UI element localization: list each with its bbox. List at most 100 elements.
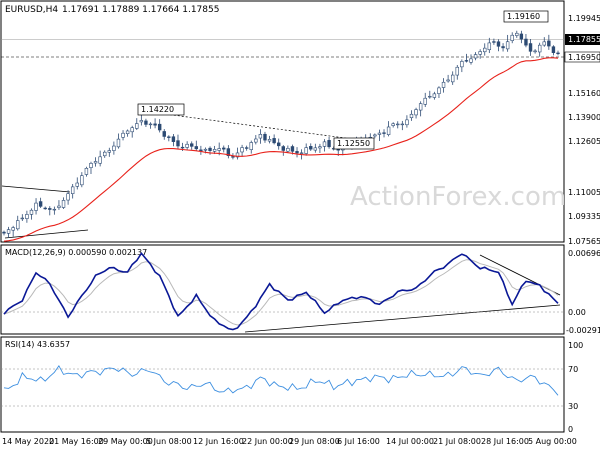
candle-body <box>460 61 464 68</box>
candle-body <box>505 41 510 50</box>
candle-body <box>212 149 217 152</box>
rsi-tick: 0 <box>568 425 573 434</box>
annotation-high-jun: 1.14220 <box>137 103 185 116</box>
candle-body <box>313 147 318 151</box>
price-panel <box>0 0 565 243</box>
rsi-panel <box>0 336 565 433</box>
price-tick: 1.09335 <box>568 212 600 221</box>
time-label: 6 Jul 16:00 <box>337 437 380 446</box>
candle-body <box>478 51 482 55</box>
candle-body <box>121 132 125 138</box>
candle-body <box>29 209 34 215</box>
candle-body <box>510 34 514 41</box>
candle-body <box>38 201 43 207</box>
rsi-line <box>3 364 559 396</box>
current-price-text: 1.17855 <box>568 35 600 44</box>
rsi-tick: 70 <box>568 365 578 374</box>
annotation-low-jul: 1.12550 <box>333 137 375 150</box>
candle-body <box>80 175 84 186</box>
candle-body <box>373 134 377 137</box>
price-tick: 1.13900 <box>568 113 600 122</box>
candle-body <box>428 95 432 98</box>
candle-body <box>75 182 79 187</box>
macd-panel <box>0 244 565 335</box>
candle-body <box>98 156 102 164</box>
candle-body <box>437 87 441 94</box>
candle-body <box>386 126 391 135</box>
price-tick: 1.15160 <box>568 89 600 98</box>
macd-tick: 0.00 <box>568 308 586 317</box>
candle-body <box>469 58 473 63</box>
candle-body <box>194 146 198 150</box>
price-y-axis: 1.19945 1.17855 1.16950 1.15160 1.13900 … <box>564 14 600 246</box>
candle-body <box>483 47 487 53</box>
candle-body <box>25 214 29 219</box>
level-price-text: 1.16950 <box>568 53 600 62</box>
candle-body <box>48 208 52 210</box>
candle-body <box>528 43 533 52</box>
candle-body <box>57 205 61 208</box>
candle-body <box>473 54 478 59</box>
candle-body <box>286 148 290 152</box>
current-price-tag <box>565 34 600 45</box>
candle-body <box>66 193 70 201</box>
candle-body <box>515 32 519 36</box>
candle-body <box>455 66 459 76</box>
price-tick: 1.12605 <box>568 137 600 146</box>
candle-body <box>93 161 98 164</box>
candle-body <box>423 97 427 105</box>
ohlc-label: 1.17691 1.17889 1.17664 1.17855 <box>62 5 219 15</box>
candle-body <box>322 141 327 147</box>
candle-body <box>89 163 93 168</box>
rsi-label: RSI(14) 43.6357 <box>5 340 70 349</box>
candle-body <box>153 123 157 126</box>
candle-body <box>295 151 299 154</box>
candle-body <box>34 202 38 211</box>
candle-body <box>226 148 231 157</box>
candle-body <box>130 127 134 133</box>
candle-body <box>441 81 446 88</box>
time-label: 21 May 16:00 <box>49 437 104 446</box>
rsi-y-axis: 100 70 30 0 <box>568 341 583 434</box>
time-label: 5 Jun 08:00 <box>146 437 192 446</box>
trendline-lower-left <box>4 229 89 239</box>
candle-body <box>318 146 322 149</box>
macd-y-axis: 0.006966 0.00 -0.002913 <box>566 249 600 335</box>
candle-body <box>144 120 148 125</box>
time-label: 21 Jul 08:00 <box>433 437 481 446</box>
time-label: 14 May 2020 <box>2 437 54 446</box>
candle-body <box>20 217 25 220</box>
candle-body <box>281 146 285 151</box>
candle-body <box>43 207 47 210</box>
candle-body <box>171 136 176 142</box>
candle-body <box>249 142 253 150</box>
candle-body <box>446 79 450 82</box>
candle-body <box>542 41 546 46</box>
macd-line <box>3 251 559 331</box>
candle-body <box>533 50 537 53</box>
time-axis: 14 May 2020 21 May 16:00 29 May 00:00 5 … <box>2 437 577 446</box>
candle-body <box>167 136 171 138</box>
time-label: 14 Jul 00:00 <box>386 437 434 446</box>
candle-body <box>208 147 212 151</box>
candle-body <box>396 123 400 126</box>
candle-body <box>432 93 437 98</box>
candle-body <box>299 152 304 154</box>
candle-body <box>524 38 528 46</box>
time-label: 28 Jul 16:00 <box>481 437 529 446</box>
watermark: ActionForex.com <box>350 182 566 212</box>
trendline-descending <box>149 111 361 141</box>
rsi-tick: 100 <box>568 341 583 350</box>
candle-body <box>6 229 11 234</box>
price-tick: 1.11005 <box>568 188 600 197</box>
candle-body <box>16 220 20 230</box>
candle-body <box>254 138 258 143</box>
candle-body <box>496 41 501 47</box>
symbol-label: EURUSD,H4 <box>5 5 58 15</box>
moving-average-line <box>3 57 559 242</box>
candle-body <box>70 186 75 194</box>
candle-body <box>414 109 418 116</box>
time-label: 29 May 00:00 <box>98 437 153 446</box>
candle-body <box>267 139 272 142</box>
candle-body <box>290 146 295 152</box>
